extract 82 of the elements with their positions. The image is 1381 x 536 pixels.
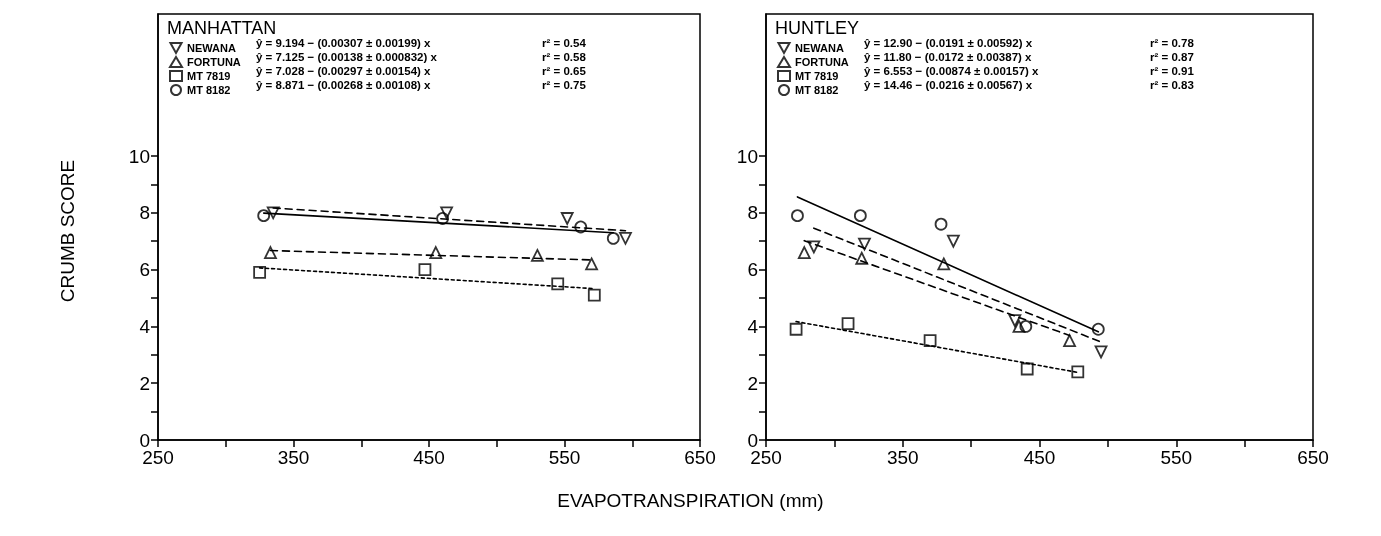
y-tick-label: 6 (139, 259, 150, 281)
point (531, 249, 544, 262)
point (841, 317, 855, 330)
annotation: ŷ = 7.125 − (0.00138 ± 0.000832) x (256, 51, 438, 63)
x-tick-label: 550 (548, 447, 581, 468)
annotation: r² = 0.91 (1150, 65, 1195, 77)
point (789, 322, 803, 336)
x-tick-label: 350 (277, 447, 310, 468)
point (946, 234, 960, 248)
point (440, 206, 454, 220)
legend-label: FORTUNA (187, 56, 241, 68)
legend-label: MT 8182 (187, 84, 231, 96)
point (1091, 322, 1105, 336)
point (1071, 365, 1085, 379)
annotation: ŷ = 12.90 − (0.0191 ± 0.00592) x (864, 37, 1033, 49)
legend-label: MT 7819 (795, 70, 839, 82)
point (585, 257, 598, 271)
point (253, 266, 267, 279)
point (560, 212, 574, 225)
legend-label: NEWANA (187, 42, 236, 54)
annotation: ŷ = 11.80 − (0.0172 ± 0.00387) x (864, 51, 1033, 63)
point (436, 212, 449, 225)
y-tick-label: 10 (736, 145, 758, 167)
annotation: ŷ = 14.46 − (0.0216 ± 0.00567) x (864, 79, 1033, 91)
point (855, 251, 869, 265)
annotation: r² = 0.54 (542, 37, 587, 49)
point (1020, 362, 1034, 376)
legend-label: FORTUNA (795, 56, 849, 68)
annotation: r² = 0.87 (1150, 51, 1194, 63)
point (1008, 314, 1022, 328)
point (1019, 320, 1033, 333)
annotation: ŷ = 6.553 − (0.00874 ± 0.00157) x (864, 65, 1040, 77)
point (574, 220, 588, 234)
x-tick-label: 650 (684, 447, 716, 468)
point (807, 240, 821, 254)
legend-label: MT 7819 (187, 70, 231, 82)
point (619, 231, 632, 245)
y-tick-label: 4 (139, 315, 151, 337)
point (266, 206, 280, 220)
x-tick-label: 450 (1023, 447, 1056, 468)
point (257, 209, 271, 223)
point (551, 277, 565, 291)
point (418, 263, 432, 276)
x-tick-label: 350 (886, 447, 919, 468)
point (1012, 320, 1026, 333)
point (923, 334, 937, 347)
point (797, 246, 811, 259)
annotation: r² = 0.65 (542, 65, 587, 77)
y-axis-title: CRUMB SCORE (57, 158, 79, 305)
point (429, 246, 443, 259)
annotation: ŷ = 7.028 − (0.00297 ± 0.00154) x (256, 65, 432, 77)
annotation: ŷ = 8.871 − (0.00268 ± 0.00108) x (256, 79, 432, 91)
point (1094, 345, 1108, 359)
x-tick-label: 550 (1160, 447, 1193, 468)
annotation: r² = 0.78 (1150, 37, 1195, 49)
x-tick-label: 650 (1297, 447, 1329, 468)
chart-title: HUNTLEY (775, 18, 860, 38)
legend-label: MT 8182 (795, 84, 839, 96)
chart-title: MANHATTAN (167, 18, 277, 38)
y-tick-label: 2 (139, 372, 150, 394)
y-tick-label: 10 (128, 145, 150, 167)
point (937, 257, 951, 271)
annotation: r² = 0.75 (542, 79, 587, 91)
y-tick-label: 8 (139, 202, 150, 224)
point (587, 288, 601, 302)
annotation: ŷ = 9.194 − (0.00307 ± 0.00199) x (256, 37, 432, 49)
y-tick-label: 2 (747, 372, 758, 394)
point (264, 246, 277, 259)
legend-label: NEWANA (795, 42, 844, 54)
point (1063, 334, 1076, 347)
point (934, 217, 948, 231)
y-tick-label: 8 (747, 202, 758, 224)
annotation: r² = 0.83 (1150, 79, 1194, 91)
x-axis-title: EVAPOTRANSPIRATION (mm) (556, 490, 825, 512)
point (606, 231, 620, 245)
point (858, 237, 871, 251)
y-tick-label: 6 (747, 259, 758, 281)
x-tick-label: 450 (413, 447, 445, 468)
point (791, 209, 804, 223)
y-tick-label: 4 (747, 315, 759, 337)
point (853, 209, 867, 223)
annotation: r² = 0.58 (542, 51, 587, 63)
